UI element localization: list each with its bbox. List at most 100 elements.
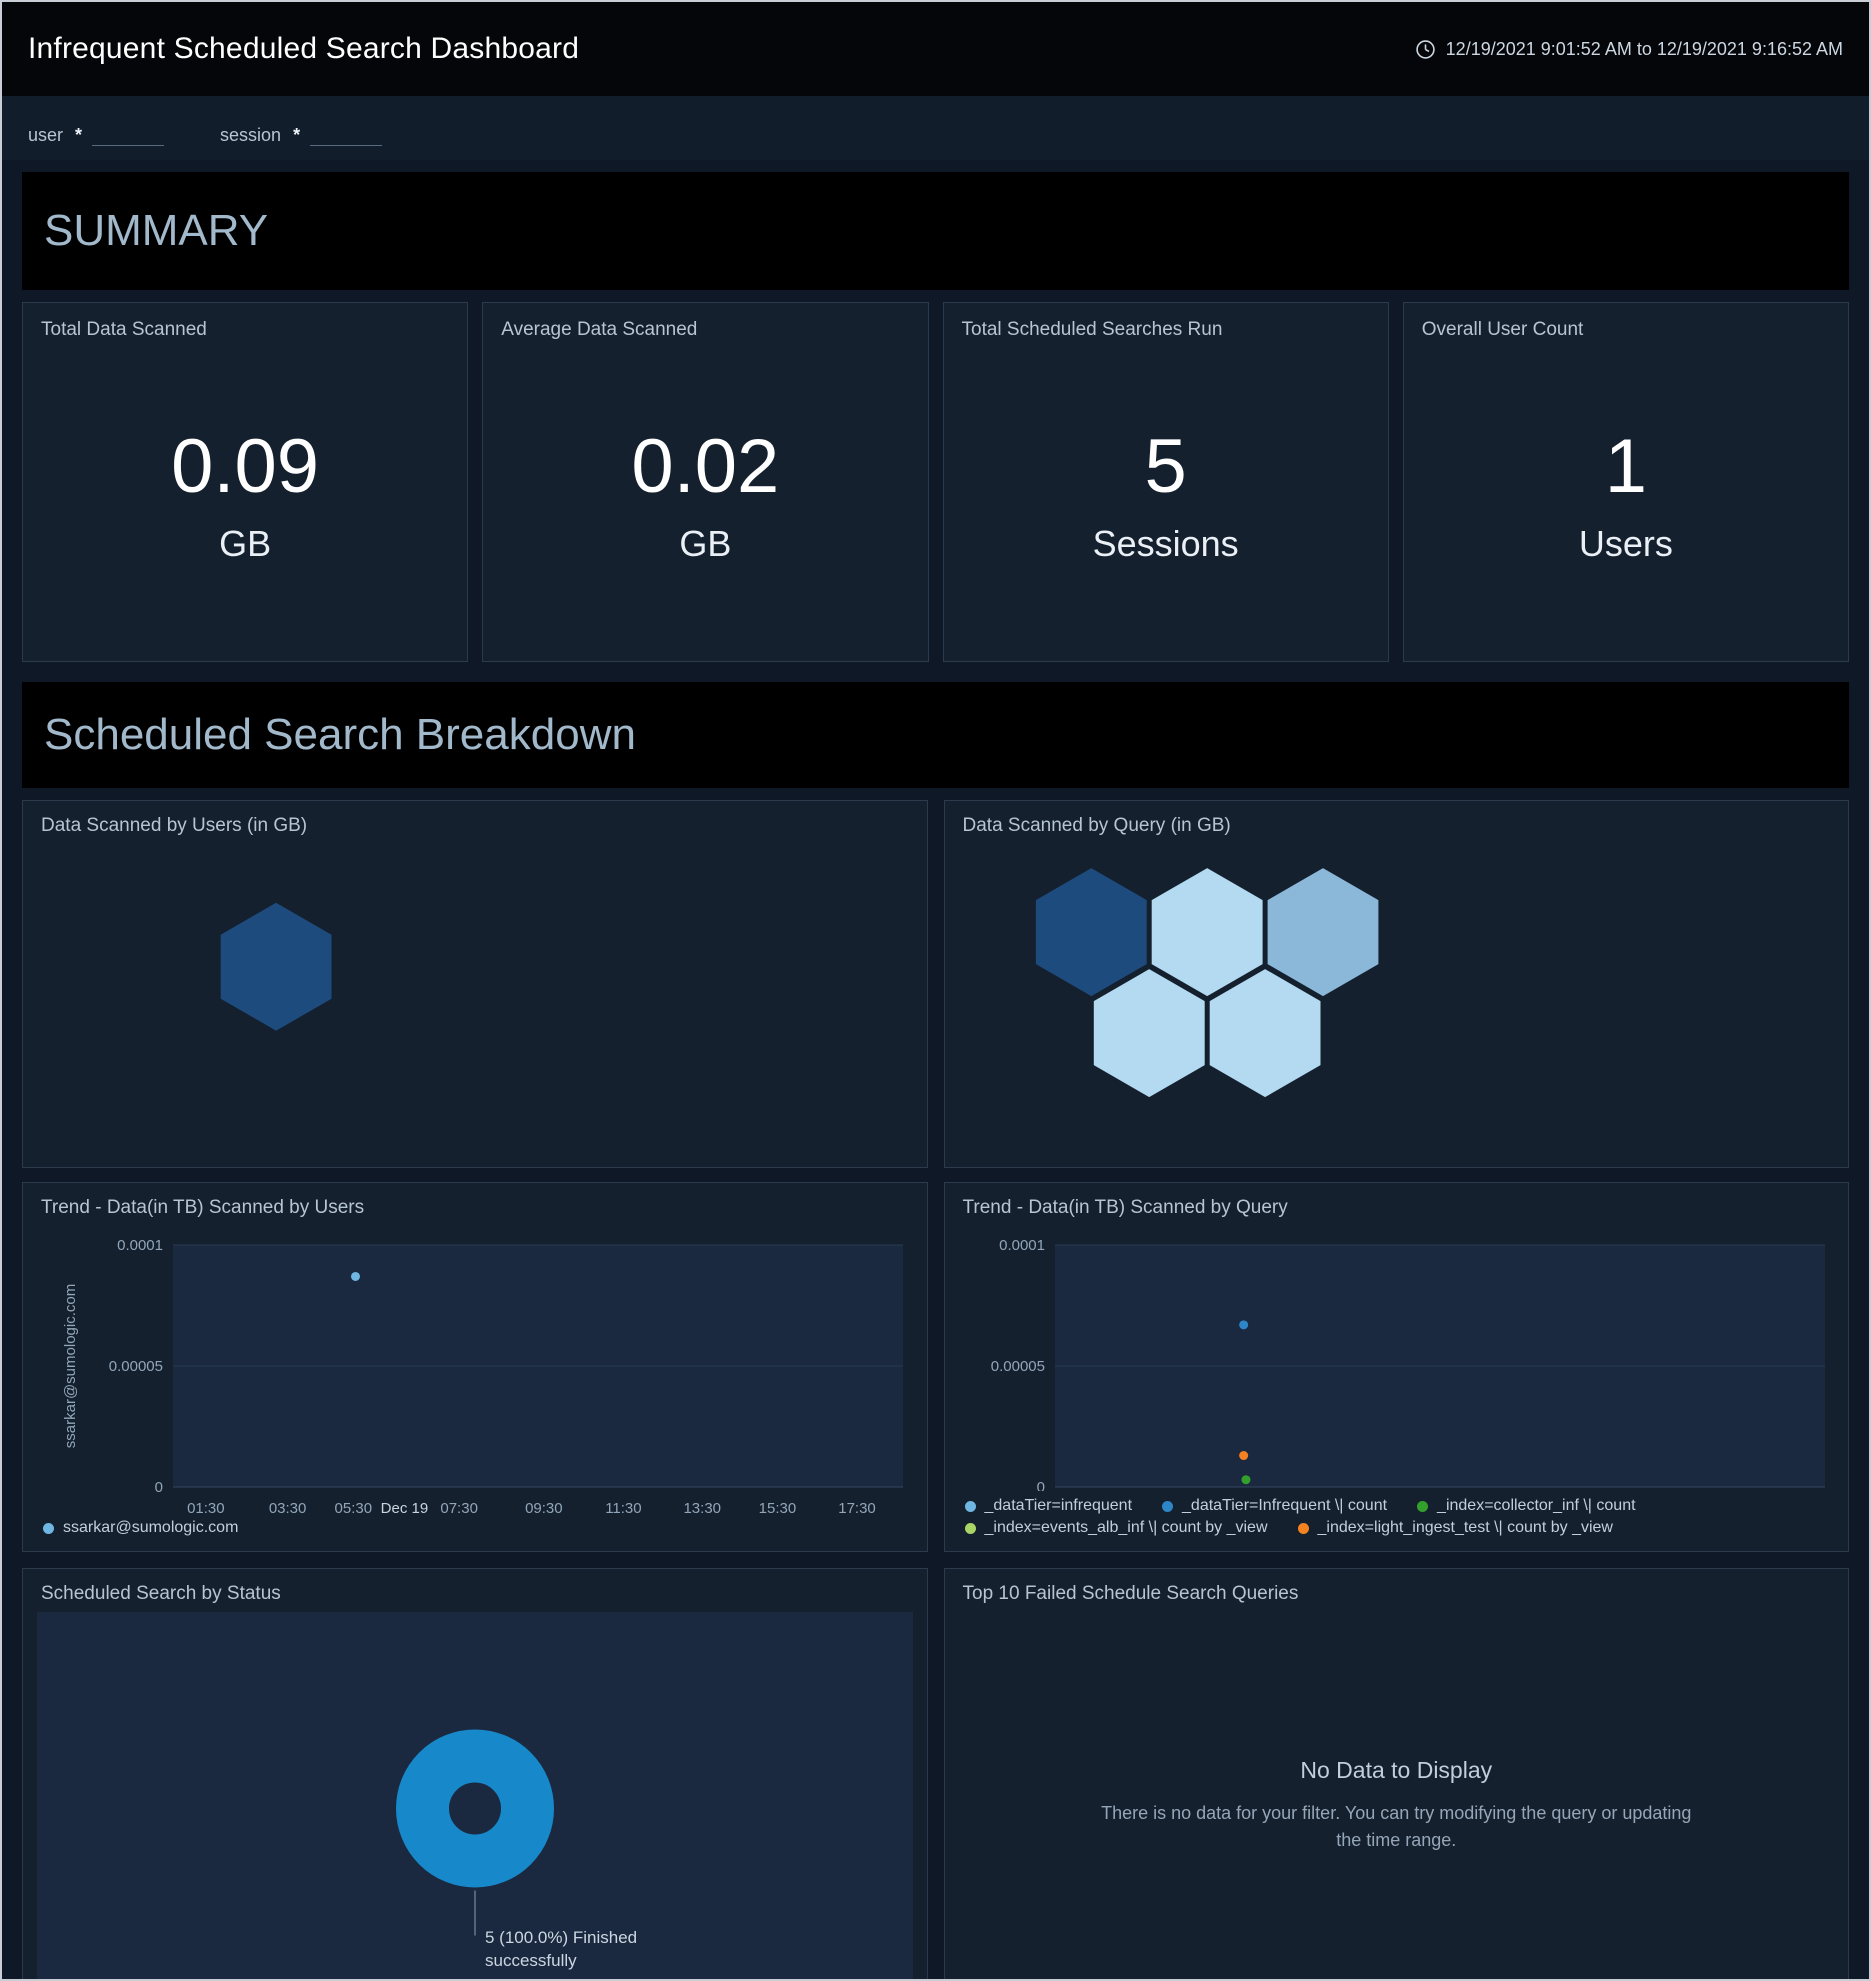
legend-dot-icon: [964, 1522, 976, 1534]
svg-text:11:30: 11:30: [605, 1500, 641, 1513]
donut-callout-label: 5 (100.0%) Finished successfully: [485, 1928, 638, 1971]
legend-dot-icon: [1297, 1522, 1309, 1534]
panel-scheduled-search-by-status: Scheduled Search by Status 5 (100.0%) Fi…: [22, 1568, 928, 1979]
bottom-panels-row: Scheduled Search by Status 5 (100.0%) Fi…: [22, 1568, 1849, 1979]
no-data-title: No Data to Display: [1300, 1757, 1493, 1783]
trend-panels-row: Trend - Data(in TB) Scanned by Users 0.0…: [22, 1182, 1849, 1552]
legend-label: _dataTier=infrequent: [984, 1497, 1133, 1514]
trend-users-legend: ssarkar@sumologic.com: [23, 1513, 927, 1551]
trend-chart-users[interactable]: 0.0001 0.00005 0 01:30 03:30 05:30 Dec 19 07:30…: [23, 1231, 927, 1513]
filter-session: session *: [220, 124, 383, 146]
legend-dot-icon: [43, 1522, 54, 1534]
stat-unit: Sessions: [1092, 522, 1239, 564]
time-range-selector[interactable]: 12/19/2021 9:01:52 AM to 12/19/2021 9:16…: [1415, 39, 1843, 60]
stat-panel-total-scheduled-searches: Total Scheduled Searches Run 5 Sessions: [942, 302, 1389, 662]
summary-section-title: SUMMARY: [44, 206, 269, 255]
panel-data-scanned-by-users: Data Scanned by Users (in GB): [22, 800, 928, 1168]
svg-text:07:30: 07:30: [440, 1500, 478, 1513]
legend-label: _index=collector_inf \| count: [1437, 1497, 1636, 1514]
no-data-empty-state: No Data to Display There is no data for …: [945, 1757, 1849, 1854]
stat-value: 0.02: [631, 424, 780, 510]
legend-label: _index=events_alb_inf \| count by _view: [984, 1519, 1268, 1536]
legend-item[interactable]: _index=events_alb_inf \| count by _view: [964, 1519, 1268, 1537]
filter-user: user *: [28, 124, 165, 146]
session-filter-input[interactable]: [310, 124, 383, 146]
stat-value: 0.09: [171, 424, 320, 510]
trend-query-legend: _dataTier=infrequent _dataTier=Infrequent…: [945, 1491, 1849, 1551]
svg-text:03:30: 03:30: [269, 1500, 307, 1513]
honeycomb-chart-query[interactable]: [945, 849, 1849, 1167]
legend-item[interactable]: _dataTier=infrequent: [964, 1497, 1133, 1515]
svg-text:17:30: 17:30: [838, 1500, 876, 1513]
status_donut-svg: [396, 1729, 554, 1936]
panel-title: Top 10 Failed Schedule Search Queries: [962, 1583, 1299, 1604]
trend_users-svg: 0.0001 0.00005 0 01:30 03:30 05:30 Dec 19 07:30…: [62, 1237, 903, 1513]
legend-dot-icon: [964, 1500, 976, 1512]
status-donut-chart[interactable]: 5 (100.0%) Finished successfully: [37, 1612, 913, 1979]
stat-unit: GB: [219, 522, 272, 564]
panel-title: Trend - Data(in TB) Scanned by Query: [962, 1197, 1288, 1218]
panel-title: Data Scanned by Query (in GB): [962, 815, 1231, 836]
stat-title: Overall User Count: [1421, 319, 1584, 340]
honeycomb_query-svg: [1035, 868, 1378, 1098]
time-range-text: 12/19/2021 9:01:52 AM to 12/19/2021 9:16…: [1445, 38, 1843, 59]
legend-label: ssarkar@sumologic.com: [63, 1519, 239, 1536]
legend-dot-icon: [1162, 1500, 1174, 1512]
stat-unit: GB: [679, 522, 732, 564]
panel-trend-scanned-by-users: Trend - Data(in TB) Scanned by Users 0.0…: [22, 1182, 928, 1552]
legend-label: _dataTier=Infrequent \| count: [1182, 1497, 1388, 1514]
filter-bar: user * session *: [2, 96, 1869, 160]
user-filter-input[interactable]: [92, 124, 165, 146]
svg-text:0.00005: 0.00005: [990, 1358, 1044, 1375]
stat-value: 5: [1144, 424, 1187, 510]
session-filter-label: session: [220, 125, 282, 145]
svg-text:0.0001: 0.0001: [999, 1237, 1045, 1254]
svg-text:05:30: 05:30: [335, 1500, 373, 1513]
svg-text:13:30: 13:30: [683, 1500, 721, 1513]
breakdown-section-title: Scheduled Search Breakdown: [44, 710, 636, 759]
stat-unit: Users: [1578, 522, 1673, 564]
svg-text:01:30: 01:30: [187, 1500, 225, 1513]
honeycomb-chart-users[interactable]: [23, 849, 927, 1167]
svg-text:0.0001: 0.0001: [117, 1237, 163, 1254]
legend-item[interactable]: ssarkar@sumologic.com: [43, 1519, 238, 1537]
honeycomb_users-svg: [220, 902, 332, 1031]
honeycomb-panels-row: Data Scanned by Users (in GB) Data Scann…: [22, 800, 1849, 1168]
panel-trend-scanned-by-query: Trend - Data(in TB) Scanned by Query 0.0…: [943, 1182, 1849, 1552]
svg-text:0.00005: 0.00005: [109, 1358, 163, 1375]
legend-dot-icon: [1417, 1500, 1429, 1512]
no-data-message: There is no data for your filter. You ca…: [1101, 1803, 1692, 1850]
panel-title: Data Scanned by Users (in GB): [41, 815, 308, 836]
panel-title: Trend - Data(in TB) Scanned by Users: [41, 1197, 365, 1218]
stat-panel-overall-user-count: Overall User Count 1 Users: [1402, 302, 1849, 662]
section-header-breakdown: Scheduled Search Breakdown: [22, 682, 1849, 788]
dashboard-header: Infrequent Scheduled Search Dashboard 12…: [2, 2, 1869, 96]
dashboard-title: Infrequent Scheduled Search Dashboard: [28, 32, 580, 65]
session-filter-required-marker: *: [293, 125, 301, 145]
stat-panel-average-data-scanned: Average Data Scanned 0.02 GB: [482, 302, 929, 662]
svg-text:15:30: 15:30: [759, 1500, 797, 1513]
legend-label: _index=light_ingest_test \| count by _vi…: [1317, 1519, 1613, 1536]
clock-icon: [1415, 39, 1435, 59]
legend-item[interactable]: _index=light_ingest_test \| count by _vi…: [1297, 1519, 1613, 1537]
stat-panel-total-data-scanned: Total Data Scanned 0.09 GB: [22, 302, 469, 662]
panel-data-scanned-by-query: Data Scanned by Query (in GB): [943, 800, 1849, 1168]
stat-title: Total Scheduled Searches Run: [961, 319, 1223, 340]
svg-text:ssarkar@sumologic.com: ssarkar@sumologic.com: [62, 1284, 79, 1448]
stat-title: Total Data Scanned: [41, 319, 207, 340]
svg-text:09:30: 09:30: [525, 1500, 563, 1513]
user-filter-required-marker: *: [75, 125, 83, 145]
summary-stats-row: Total Data Scanned 0.09 GB Average Data …: [22, 302, 1849, 662]
svg-text:Dec 19: Dec 19: [381, 1500, 429, 1513]
section-header-summary: SUMMARY: [22, 172, 1849, 290]
panel-title: Scheduled Search by Status: [41, 1583, 281, 1604]
stat-title: Average Data Scanned: [501, 319, 698, 340]
legend-item[interactable]: _dataTier=Infrequent \| count: [1162, 1497, 1387, 1515]
panel-top-failed-queries: Top 10 Failed Schedule Search Queries No…: [943, 1568, 1849, 1979]
user-filter-label: user: [28, 125, 64, 145]
legend-item[interactable]: _index=collector_inf \| count: [1417, 1497, 1636, 1515]
stat-value: 1: [1604, 424, 1648, 510]
